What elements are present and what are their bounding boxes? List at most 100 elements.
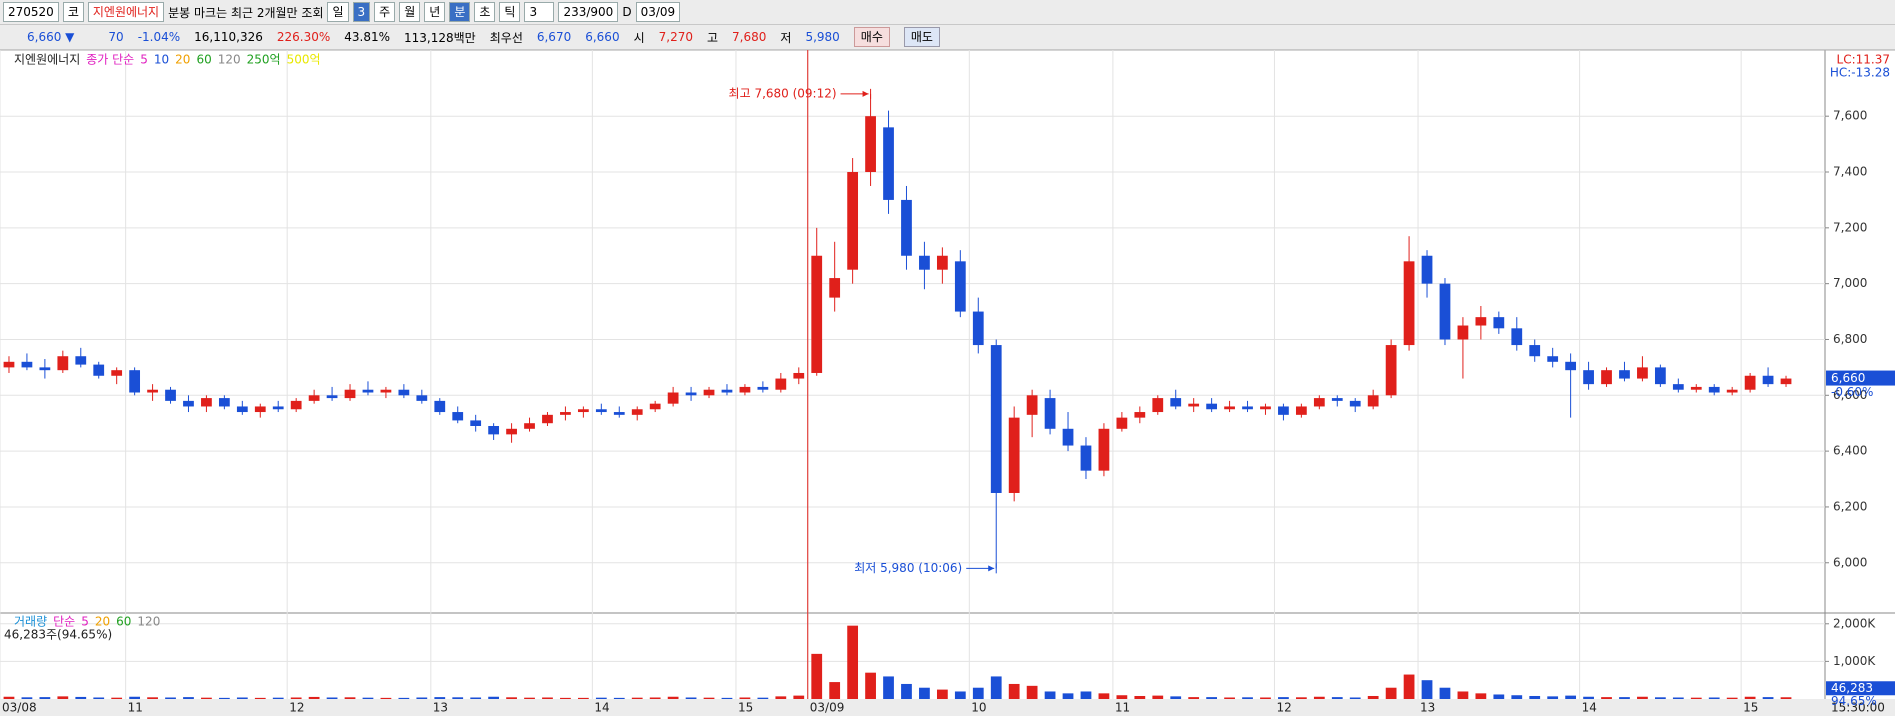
candle-body bbox=[990, 345, 1002, 493]
volume-bar bbox=[1672, 697, 1684, 699]
candle-body bbox=[236, 406, 248, 413]
low-note: 최저 5,980 (10:06) bbox=[854, 561, 962, 575]
candle-body bbox=[129, 370, 141, 393]
y-tick-label: 7,400 bbox=[1833, 165, 1867, 179]
volume-bar bbox=[1134, 695, 1146, 699]
y-tick-label: 1,000K bbox=[1833, 654, 1876, 668]
candle-body bbox=[1457, 325, 1469, 340]
candle-body bbox=[3, 361, 15, 368]
candle-body bbox=[919, 255, 930, 270]
legend-item: 10 bbox=[154, 53, 169, 67]
volume-bar bbox=[883, 676, 894, 699]
volume-bar bbox=[1565, 695, 1577, 699]
candle-body bbox=[811, 255, 823, 373]
candle-body bbox=[1260, 406, 1271, 410]
candle-body bbox=[1062, 428, 1074, 446]
volume-bar bbox=[1619, 697, 1630, 699]
candle-body bbox=[1331, 398, 1343, 401]
stock-name[interactable]: 지엔원에너지 bbox=[87, 2, 165, 22]
period[interactable]: 주 bbox=[374, 2, 396, 22]
volume-bar bbox=[829, 682, 841, 699]
volume-bar bbox=[1062, 693, 1074, 699]
period[interactable]: 틱 bbox=[499, 2, 521, 22]
buy-button[interactable]: 매수 bbox=[853, 27, 890, 47]
candle-body bbox=[1044, 398, 1056, 429]
candle-body bbox=[560, 412, 571, 415]
period[interactable]: 일 bbox=[327, 2, 349, 22]
y-tick-label: 7,000 bbox=[1833, 276, 1867, 290]
volume-bar bbox=[1708, 697, 1720, 699]
volume-info: 46,283주(94.65%) bbox=[4, 628, 112, 642]
period[interactable]: 년 bbox=[424, 2, 446, 22]
period[interactable]: 초 bbox=[474, 2, 496, 22]
volume-bar bbox=[865, 672, 876, 699]
candle-body bbox=[506, 428, 517, 435]
candle-body bbox=[1313, 398, 1325, 407]
candle-body bbox=[326, 395, 338, 399]
period[interactable]: 분 bbox=[449, 2, 471, 22]
period[interactable]: 월 bbox=[399, 2, 421, 22]
candle-body bbox=[165, 389, 176, 401]
date[interactable]: 03/09 bbox=[635, 2, 681, 22]
high-label: 고 bbox=[706, 30, 719, 45]
count[interactable]: 233/900 bbox=[558, 2, 619, 22]
period[interactable]: 3 bbox=[352, 2, 371, 22]
candle-body bbox=[667, 392, 679, 404]
candle-body bbox=[93, 364, 105, 376]
legend-item: 250억 bbox=[247, 53, 281, 67]
x-axis-band bbox=[0, 699, 1895, 716]
legend-item: 20 bbox=[175, 53, 190, 67]
candle-body bbox=[1547, 356, 1559, 362]
candle-body bbox=[434, 400, 446, 413]
volume-bar bbox=[1313, 696, 1325, 699]
volume-bar bbox=[380, 697, 392, 699]
candle-body bbox=[1224, 406, 1235, 410]
code[interactable]: 270520 bbox=[3, 2, 59, 22]
candle-body bbox=[1421, 255, 1433, 284]
candle-body bbox=[775, 378, 787, 390]
candle-body bbox=[901, 199, 912, 256]
sell-button[interactable]: 매도 bbox=[903, 27, 940, 47]
volume-bar bbox=[1690, 697, 1702, 699]
volume-bar bbox=[1295, 697, 1307, 699]
candle-body bbox=[542, 414, 553, 424]
volume-bar bbox=[506, 697, 517, 699]
candle-body bbox=[201, 398, 212, 407]
volume-bar bbox=[793, 695, 805, 699]
candle-body bbox=[1152, 398, 1164, 413]
volume-bar bbox=[649, 697, 661, 699]
candle-body bbox=[757, 386, 769, 390]
open-label: 시 bbox=[633, 30, 645, 45]
volume-bar bbox=[1026, 685, 1038, 699]
best: 최우선 bbox=[489, 30, 523, 45]
volume-bar bbox=[1098, 693, 1110, 699]
ask: 6,670 bbox=[536, 30, 572, 44]
x-tick-label: 12 bbox=[1276, 701, 1291, 715]
y-tick-label: 6,200 bbox=[1833, 499, 1867, 513]
high-note: 최고 7,680 (09:12) bbox=[729, 86, 837, 100]
y-tick-label: 6,000 bbox=[1833, 555, 1867, 569]
candle-body bbox=[1493, 317, 1505, 329]
legend-item: 120 bbox=[218, 53, 241, 67]
last-rate: -0.60% bbox=[1831, 385, 1873, 399]
x-tick-label: 12 bbox=[289, 701, 304, 715]
candle-body bbox=[21, 361, 33, 368]
volume-bar bbox=[344, 697, 356, 699]
y-tick-label: 6,800 bbox=[1833, 332, 1867, 346]
volume-bar bbox=[1780, 697, 1792, 699]
candle-body bbox=[147, 389, 158, 393]
volume-bar bbox=[721, 697, 733, 699]
interval[interactable]: 3 bbox=[524, 2, 555, 22]
candle-body bbox=[793, 372, 805, 379]
candle-body bbox=[972, 311, 984, 346]
volume-bar bbox=[811, 653, 823, 699]
volume-last-tag bbox=[1826, 681, 1895, 696]
candle-body bbox=[1654, 367, 1666, 385]
notice: 분봉 마크는 최근 2개월만 조회 bbox=[168, 5, 324, 20]
volume-bar bbox=[542, 697, 553, 699]
y-tick-label: 2,000K bbox=[1833, 616, 1876, 630]
volume-bar bbox=[39, 697, 51, 699]
legend-label: 종가 단순 bbox=[86, 53, 134, 67]
candle-body bbox=[183, 400, 194, 407]
